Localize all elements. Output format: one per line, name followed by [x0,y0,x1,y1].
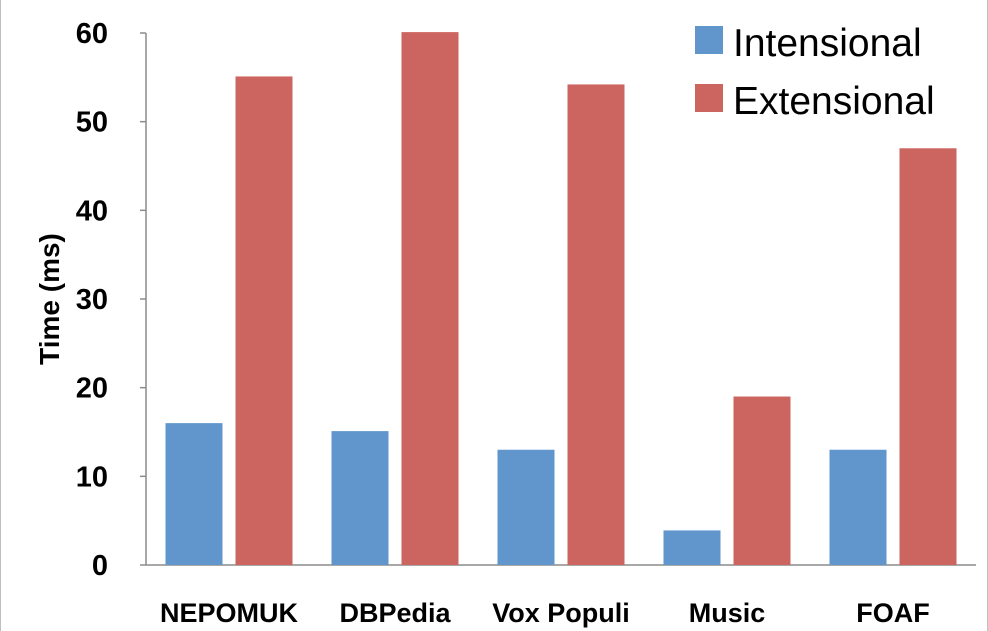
bar-intensional-vox-populi [497,449,555,565]
bar-intensional-foaf [829,449,887,565]
y-tick-label: 30 [76,284,108,316]
bar-extensional-dbpedia [401,32,459,565]
y-tick-label: 40 [76,195,108,227]
x-category-label: FOAF [856,598,930,628]
y-tick-label: 10 [76,461,108,493]
bar-extensional-nepomuk [235,76,293,566]
x-category-label: Vox Populi [492,598,630,628]
x-category-label: Music [689,598,766,628]
y-tick-label: 50 [76,107,108,139]
bar-extensional-vox-populi [567,84,625,565]
y-tick-label: 60 [76,18,108,50]
bar-intensional-nepomuk [165,423,223,565]
bars [165,32,957,566]
legend-label-extensional: Extensional [733,80,935,123]
legend-label-intensional: Intensional [733,22,922,65]
y-tick-label: 0 [92,550,108,582]
legend-swatch-extensional [695,84,723,112]
x-category-label: NEPOMUK [160,598,299,628]
x-category-labels: NEPOMUK DBPedia Vox Populi Music FOAF [160,598,930,628]
bar-intensional-dbpedia [331,431,389,565]
bar-intensional-music [663,530,721,565]
legend: Intensional Extensional [695,22,935,123]
y-ticks: 0 10 20 30 40 50 60 [76,18,146,582]
y-tick-label: 20 [76,373,108,405]
bar-extensional-foaf [899,148,957,565]
x-category-label: DBPedia [339,598,451,628]
bar-extensional-music [733,396,791,565]
legend-swatch-intensional [695,26,723,54]
y-axis-title: Time (ms) [34,233,65,365]
